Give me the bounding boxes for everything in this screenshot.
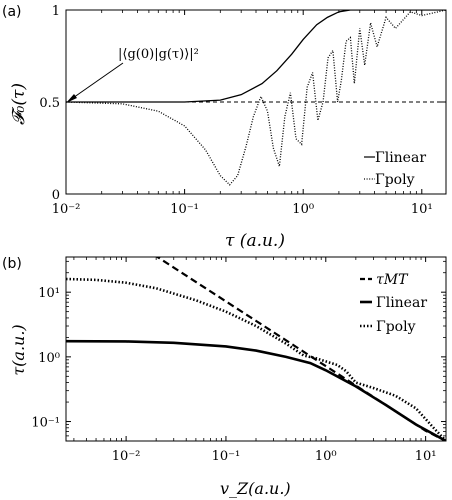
panel-a-ylabel: 𝓕₀(τ) bbox=[9, 83, 29, 125]
x-tick-label-a: 10⁻² bbox=[52, 202, 81, 217]
panel-b-ticks: 10⁻² 10⁻¹ 10⁰ 10¹ 10⁻¹ 10⁰ 10¹ bbox=[31, 257, 446, 464]
x-tick-label-b: 10⁰ bbox=[315, 449, 337, 464]
legend-b-linear-label: Γlinear bbox=[376, 295, 427, 311]
series-b--mt bbox=[155, 257, 446, 441]
annotation-arrow bbox=[69, 62, 124, 101]
x-tick-label-a: 10⁻¹ bbox=[170, 202, 199, 217]
series-b--poly bbox=[66, 277, 446, 441]
panel-a: (a) 10⁻² 10⁻¹ 10⁰ 10¹ 0 0.5 1 |⟨g(0)|g(τ)⟩|² Γ… bbox=[2, 4, 447, 251]
panel-b-xlabel: v_Z(a.u.) bbox=[220, 479, 291, 498]
legend-b-poly-label: Γpoly bbox=[376, 319, 416, 335]
panel-a-annotation: |⟨g(0)|g(τ)⟩|² bbox=[118, 47, 199, 62]
panel-a-ticks: 10⁻² 10⁻¹ 10⁰ 10¹ 0 0.5 1 bbox=[39, 4, 446, 217]
legend-a-poly-label: Γpoly bbox=[375, 172, 415, 188]
panel-b-legend: τMT Γlinear Γpoly bbox=[360, 272, 427, 335]
y-tick-label-b: 10¹ bbox=[38, 286, 60, 301]
panel-a-legend: Γlinear Γpoly bbox=[364, 150, 426, 188]
panel-b-series bbox=[66, 257, 446, 441]
panel-a-xlabel: τ (a.u.) bbox=[225, 231, 285, 251]
x-tick-label-a: 10¹ bbox=[411, 202, 433, 217]
annotation-arrowhead bbox=[66, 94, 77, 103]
x-tick-label-b: 10¹ bbox=[415, 449, 437, 464]
y-tick-label-b: 10⁻¹ bbox=[31, 416, 60, 431]
panel-a-label: (a) bbox=[2, 4, 22, 20]
x-tick-label-b: 10⁻¹ bbox=[212, 449, 241, 464]
panel-b-label: (b) bbox=[2, 256, 22, 272]
y-tick-label-a: 1 bbox=[52, 4, 60, 19]
x-tick-label-b: 10⁻² bbox=[112, 449, 141, 464]
legend-b-mt-label: τMT bbox=[376, 272, 409, 288]
legend-a-linear-label: Γlinear bbox=[375, 150, 426, 166]
y-tick-label-b: 10⁰ bbox=[38, 351, 60, 366]
y-tick-label-a: 0 bbox=[52, 188, 60, 203]
y-tick-label-a: 0.5 bbox=[39, 96, 60, 111]
series-a--poly bbox=[66, 10, 446, 186]
panel-b-ylabel: τ(a.u.) bbox=[9, 324, 28, 375]
panel-b: (b) 10⁻² 10⁻¹ 10⁰ 10¹ 10⁻¹ 10⁰ 10¹ τMT Γlinear… bbox=[2, 256, 447, 498]
x-tick-label-a: 10⁰ bbox=[292, 202, 314, 217]
series-b--linear bbox=[66, 339, 446, 441]
